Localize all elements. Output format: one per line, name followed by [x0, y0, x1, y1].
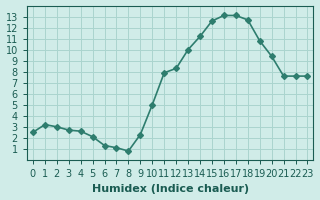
X-axis label: Humidex (Indice chaleur): Humidex (Indice chaleur)	[92, 184, 249, 194]
